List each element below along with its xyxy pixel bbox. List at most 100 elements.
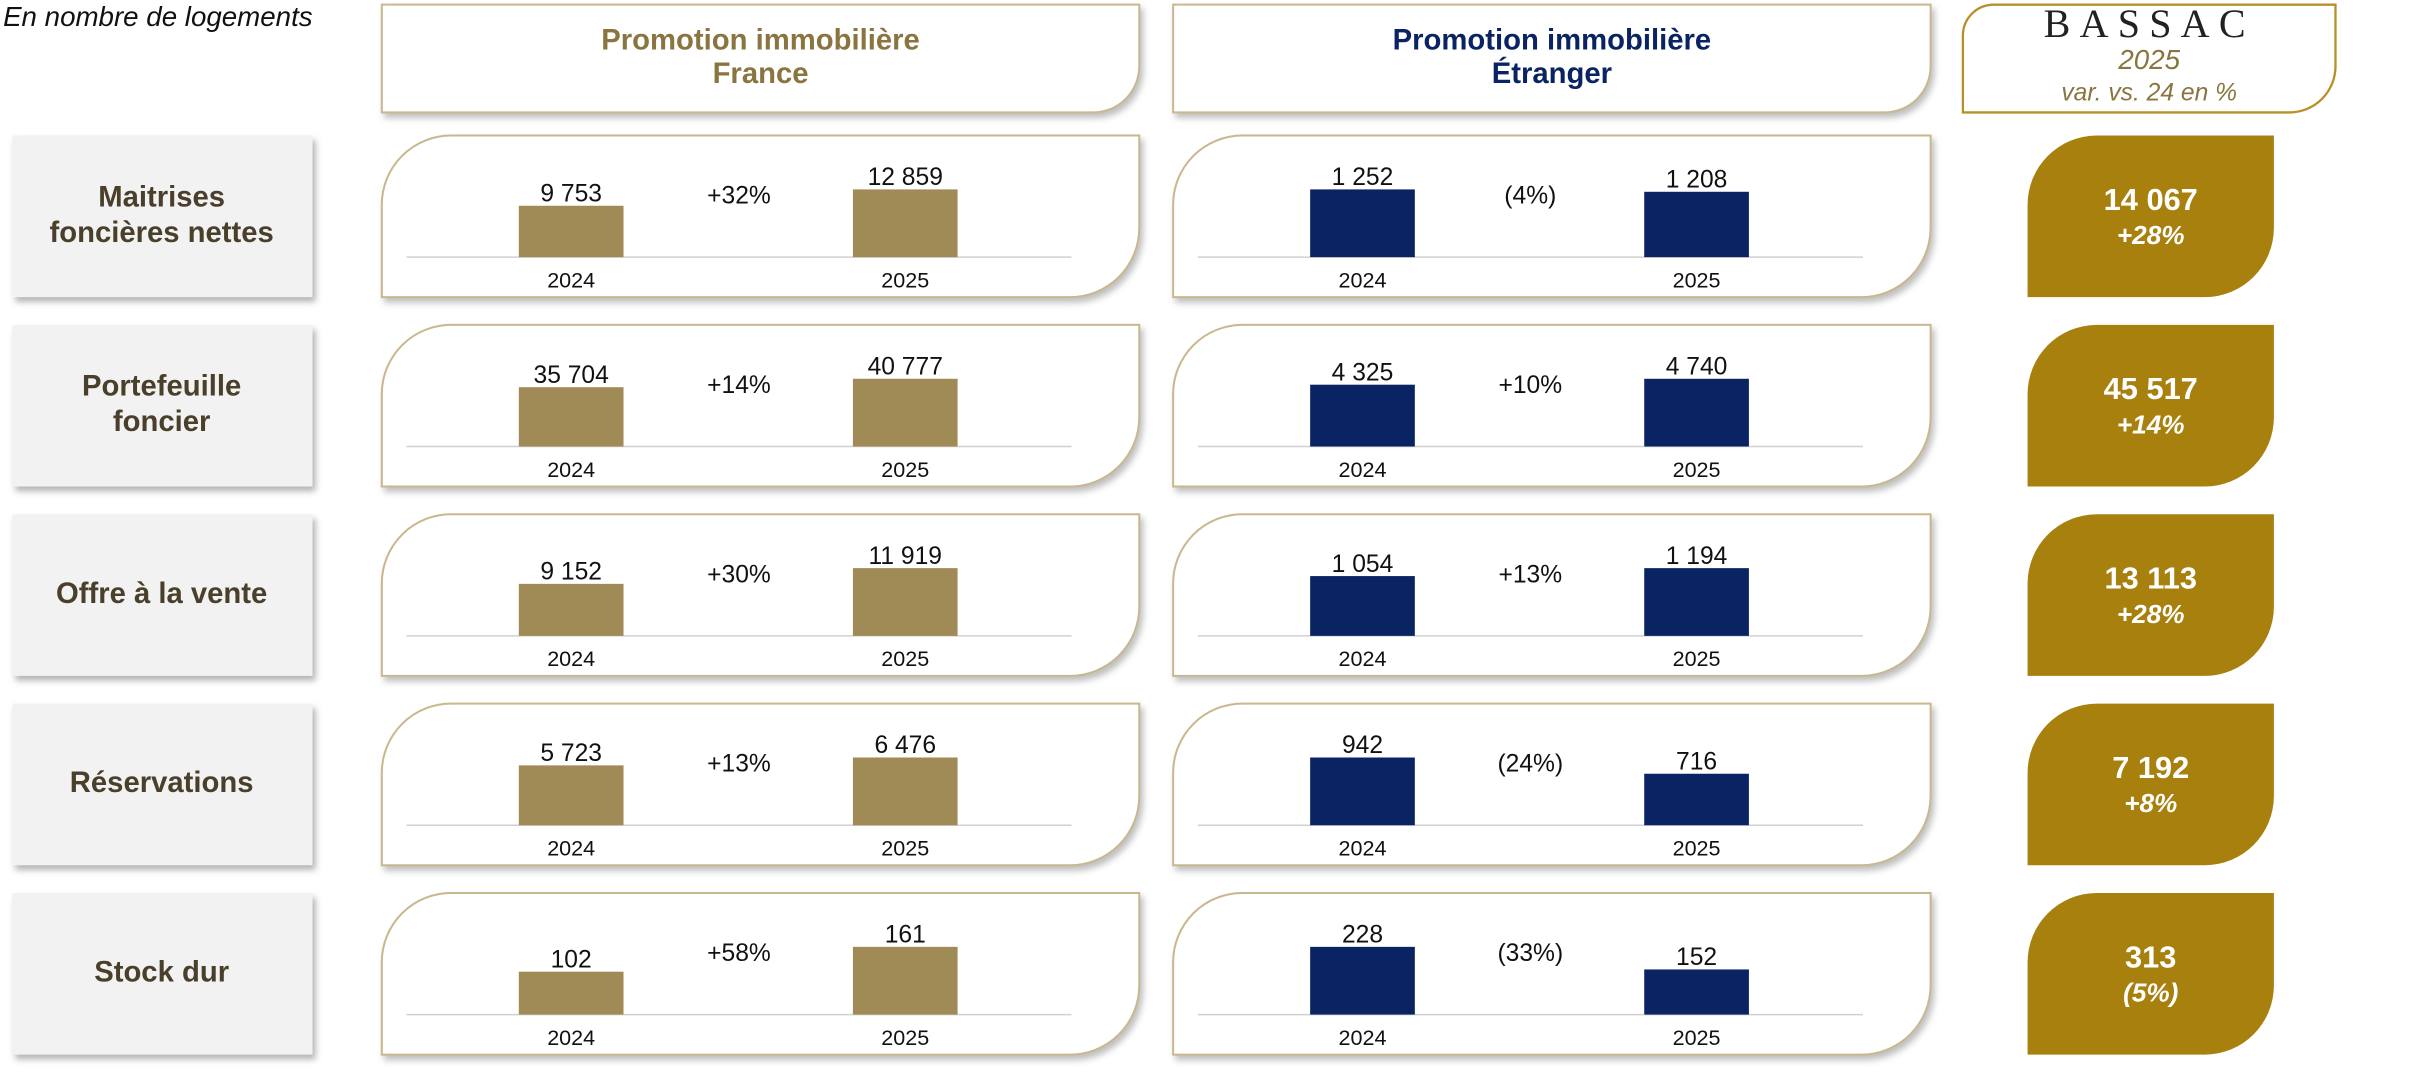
brand-year: 2025: [2117, 44, 2180, 75]
total-box: [2027, 892, 2274, 1055]
value-label: 4 325: [1332, 359, 1394, 386]
x-tick-label: 2024: [1339, 836, 1387, 861]
row-label: Maitrises: [98, 181, 225, 213]
x-tick-label: 2024: [1339, 646, 1387, 671]
column-header-box: [1172, 3, 1932, 114]
chart-panel: [380, 513, 1141, 677]
x-tick-label: 2024: [547, 836, 595, 861]
chart-panel: [380, 891, 1141, 1056]
variation: +13%: [1498, 561, 1562, 588]
bar: [1644, 378, 1749, 447]
variation: +10%: [1498, 372, 1562, 399]
chart-panel: [380, 134, 1141, 299]
bar: [1310, 189, 1415, 258]
value-label: 1 054: [1332, 551, 1394, 578]
total-value: 7 192: [2112, 750, 2189, 785]
x-tick-label: 2025: [1673, 646, 1721, 671]
value-label: 35 704: [534, 362, 609, 389]
chart-panel: [1172, 513, 1932, 677]
row-label: Offre à la vente: [56, 578, 267, 610]
bar: [518, 387, 624, 447]
value-label: 9 152: [540, 559, 602, 586]
value-label: 4 740: [1666, 353, 1728, 380]
chart-panel: [1172, 134, 1932, 299]
x-tick-label: 2025: [1673, 457, 1721, 482]
column-header: France: [713, 58, 809, 90]
row-label-box: [12, 324, 313, 487]
bar: [1644, 191, 1749, 258]
row-label: foncières nettes: [49, 217, 273, 249]
variation: +30%: [707, 561, 771, 588]
x-tick-label: 2024: [547, 1025, 595, 1050]
unit-note: En nombre de logements: [3, 1, 313, 32]
bar: [852, 568, 958, 636]
x-tick-label: 2024: [547, 646, 595, 671]
row-label-box: [12, 703, 313, 866]
total-value: 313: [2125, 939, 2176, 974]
x-tick-label: 2025: [881, 457, 929, 482]
column-header-box: [380, 3, 1141, 114]
chart-panel: [380, 323, 1141, 488]
row-label: Réservations: [70, 767, 254, 799]
total-box: [2027, 324, 2274, 487]
value-label: 9 753: [540, 180, 602, 207]
x-tick-label: 2024: [1339, 457, 1387, 482]
value-label: 228: [1342, 922, 1383, 949]
row-label-box: [12, 135, 313, 298]
variation: +14%: [707, 372, 771, 399]
bar: [1310, 946, 1415, 1015]
x-tick-label: 2025: [881, 1025, 929, 1050]
brand-box: [1961, 3, 2337, 114]
column-header: Promotion immobilière: [601, 24, 920, 56]
bar: [518, 205, 624, 258]
bar: [1310, 576, 1415, 636]
value-label: 1 208: [1666, 167, 1728, 194]
total-box: [2027, 135, 2274, 298]
row-label-box: [12, 892, 313, 1055]
bar: [1310, 384, 1415, 447]
value-label: 11 919: [869, 543, 943, 570]
bar: [1310, 757, 1415, 826]
value-label: 716: [1676, 748, 1717, 775]
bar: [1644, 969, 1749, 1015]
x-tick-label: 2024: [1339, 267, 1387, 292]
bar: [518, 583, 624, 636]
bar: [852, 189, 958, 258]
total-box: [2027, 703, 2274, 866]
variation: (4%): [1504, 183, 1556, 210]
value-label: 152: [1676, 944, 1717, 971]
x-tick-label: 2024: [547, 457, 595, 482]
value-label: 1 252: [1332, 164, 1394, 191]
bar: [852, 946, 958, 1015]
total-variation: +14%: [2117, 409, 2185, 439]
total-variation: +28%: [2117, 220, 2185, 250]
value-label: 12 859: [868, 164, 943, 191]
value-label: 40 777: [868, 353, 943, 380]
bar: [1644, 568, 1749, 636]
row-label: foncier: [113, 406, 211, 438]
total-variation: +28%: [2117, 599, 2185, 629]
x-tick-label: 2024: [547, 267, 595, 292]
variation: (24%): [1497, 751, 1563, 778]
value-label: 161: [885, 922, 926, 949]
total-value: 14 067: [2104, 182, 2198, 217]
x-tick-label: 2025: [1673, 836, 1721, 861]
chart-panel: [380, 702, 1141, 867]
bar: [852, 757, 958, 826]
chart-panel: [1172, 891, 1932, 1056]
column-header: Étranger: [1492, 56, 1612, 90]
row-label-box: [12, 514, 313, 676]
bar: [852, 378, 958, 447]
x-tick-label: 2025: [881, 836, 929, 861]
total-value: 45 517: [2104, 371, 2198, 406]
bar: [518, 971, 624, 1015]
column-header: Promotion immobilière: [1393, 24, 1712, 56]
total-value: 13 113: [2105, 561, 2197, 596]
row-label: Stock dur: [94, 957, 229, 989]
x-tick-label: 2025: [881, 267, 929, 292]
brand-name: BASSAC: [2044, 1, 2255, 46]
value-label: 5 723: [540, 740, 602, 767]
brand-subtitle: var. vs. 24 en %: [2061, 79, 2237, 106]
x-tick-label: 2025: [881, 646, 929, 671]
